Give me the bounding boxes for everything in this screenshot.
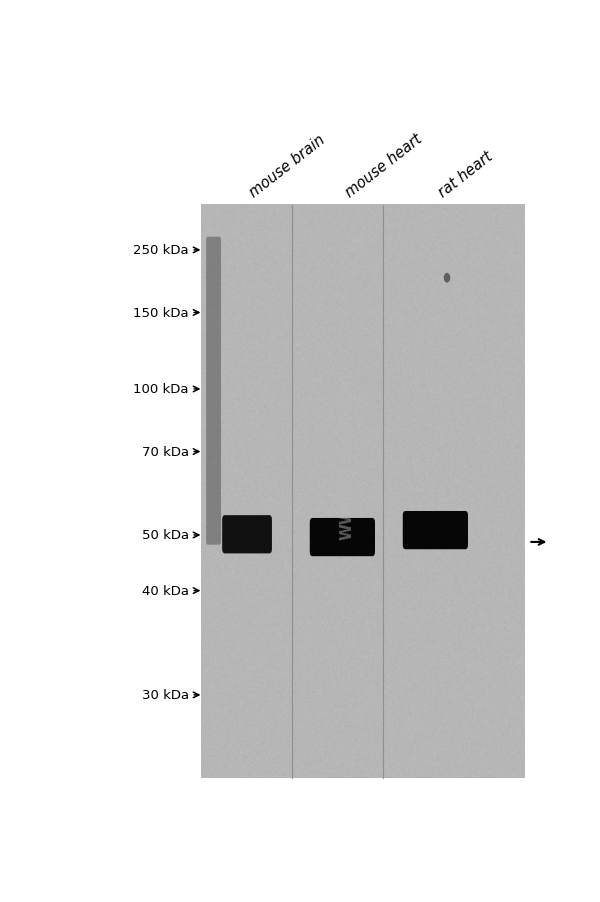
- FancyBboxPatch shape: [310, 519, 375, 557]
- Text: 150 kDa: 150 kDa: [133, 307, 189, 319]
- Circle shape: [444, 273, 450, 283]
- Text: 250 kDa: 250 kDa: [133, 244, 189, 257]
- Bar: [200, 206, 524, 778]
- Text: mouse heart: mouse heart: [343, 131, 425, 200]
- Text: WWW.PTGLAB.COM: WWW.PTGLAB.COM: [340, 373, 355, 538]
- Text: rat heart: rat heart: [436, 149, 496, 200]
- Text: 100 kDa: 100 kDa: [133, 383, 189, 396]
- Text: 70 kDa: 70 kDa: [142, 446, 189, 458]
- Text: 40 kDa: 40 kDa: [142, 584, 189, 597]
- Text: mouse brain: mouse brain: [247, 132, 328, 200]
- FancyBboxPatch shape: [222, 516, 272, 554]
- FancyBboxPatch shape: [206, 237, 221, 545]
- FancyBboxPatch shape: [403, 511, 468, 549]
- Text: 30 kDa: 30 kDa: [142, 688, 189, 702]
- Text: 50 kDa: 50 kDa: [142, 529, 189, 542]
